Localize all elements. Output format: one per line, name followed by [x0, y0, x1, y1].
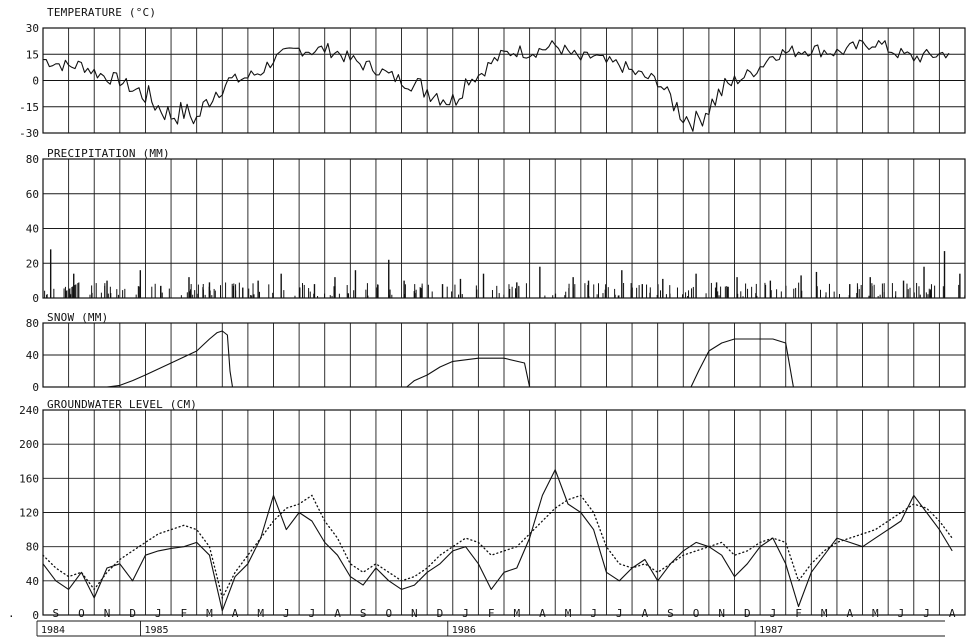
y-tick-label: 80: [26, 317, 39, 330]
month-label: A: [949, 607, 956, 620]
month-label: J: [155, 607, 162, 620]
month-label: M: [872, 607, 879, 620]
month-label: N: [718, 607, 725, 620]
y-tick-label: 60: [26, 188, 39, 201]
month-label: O: [693, 607, 700, 620]
stray-mark: .: [8, 607, 15, 620]
month-label: F: [795, 607, 802, 620]
month-label: A: [334, 607, 341, 620]
month-label: J: [309, 607, 316, 620]
y-tick-label: 0: [32, 381, 39, 394]
month-label: J: [923, 607, 930, 620]
month-label: J: [590, 607, 597, 620]
month-label: D: [744, 607, 751, 620]
year-label: 1984: [41, 625, 65, 636]
month-label: J: [283, 607, 290, 620]
panel-4: GROUNDWATER LEVEL (CM) 0 40 80 120 160 200 240: [19, 398, 966, 622]
y-tick-label: 15: [26, 48, 39, 61]
y-tick-label: -15: [19, 101, 39, 114]
month-label: J: [770, 607, 777, 620]
precipitation-bars: [44, 249, 966, 298]
panel-title: PRECIPITATION (MM): [47, 147, 170, 160]
month-label: A: [642, 607, 649, 620]
panel-frame: [42, 409, 966, 616]
panel-frame: [42, 322, 966, 388]
month-label: J: [462, 607, 469, 620]
panel-title: SNOW (MM): [47, 311, 108, 324]
month-label: M: [821, 607, 828, 620]
month-label: A: [232, 607, 239, 620]
month-label: A: [846, 607, 853, 620]
month-label: O: [385, 607, 392, 620]
month-label: S: [667, 607, 674, 620]
month-label: S: [52, 607, 59, 620]
month-label: M: [206, 607, 213, 620]
month-label: N: [104, 607, 111, 620]
month-label: M: [257, 607, 264, 620]
year-label: 1985: [144, 625, 168, 636]
temperature-line: [42, 39, 950, 132]
panel-title: GROUNDWATER LEVEL (CM): [47, 398, 197, 411]
y-tick-label: 80: [26, 153, 39, 166]
month-label: J: [616, 607, 623, 620]
y-tick-label: 0: [32, 75, 39, 88]
month-label: M: [513, 607, 520, 620]
y-tick-label: 240: [19, 404, 39, 417]
month-label: S: [360, 607, 367, 620]
month-label: F: [181, 607, 188, 620]
y-tick-label: -30: [19, 127, 39, 140]
year-label: 1986: [452, 625, 476, 636]
month-label: O: [78, 607, 85, 620]
y-tick-label: 40: [26, 349, 39, 362]
y-tick-label: 0: [32, 609, 39, 622]
y-tick-label: 0: [32, 292, 39, 305]
month-label: A: [539, 607, 546, 620]
month-label: D: [437, 607, 444, 620]
y-tick-label: 20: [26, 257, 39, 270]
snow-line: [406, 357, 531, 388]
y-tick-label: 40: [26, 223, 39, 236]
y-tick-label: 120: [19, 507, 39, 520]
year-label: 1987: [759, 625, 783, 636]
y-tick-label: 30: [26, 22, 39, 35]
month-label: J: [898, 607, 905, 620]
month-label: M: [565, 607, 572, 620]
month-label: D: [129, 607, 136, 620]
y-tick-label: 160: [19, 472, 39, 485]
panel-2: PRECIPITATION (MM) 80 60 40 20 0: [26, 147, 966, 305]
groundwater-observed-line: [42, 469, 953, 612]
y-tick-label: 40: [26, 575, 39, 588]
snow-line: [690, 338, 794, 388]
y-tick-label: 80: [26, 541, 39, 554]
snow-line: [106, 330, 234, 388]
month-label: F: [488, 607, 495, 620]
panel-1: TEMPERATURE (°C) 30 15 0 -15 -30: [19, 6, 966, 140]
panel-3: SNOW (MM) 80 40 0: [26, 311, 966, 394]
y-tick-label: 200: [19, 438, 39, 451]
groundwater-simulated-line: [42, 494, 953, 600]
month-label: N: [411, 607, 418, 620]
panel-title: TEMPERATURE (°C): [47, 6, 156, 19]
